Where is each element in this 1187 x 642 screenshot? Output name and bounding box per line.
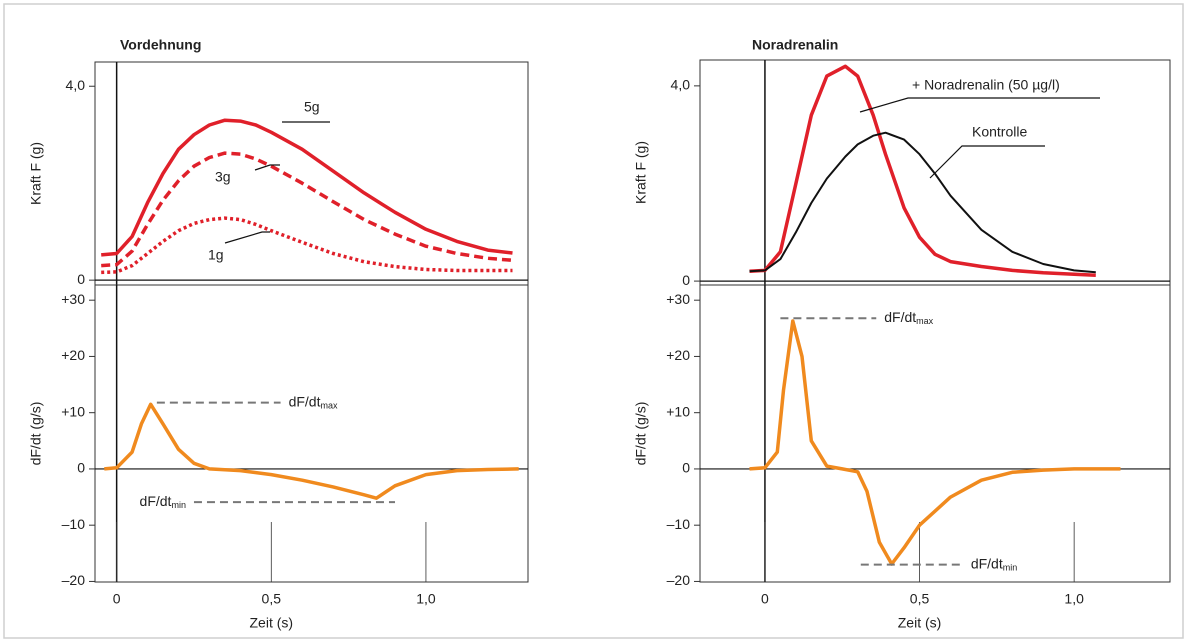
y-tick-label: –10	[62, 516, 86, 532]
chart-title: Vordehnung	[120, 37, 201, 53]
annotation: dF/dtmin	[140, 493, 186, 511]
y-tick-label: 4,0	[671, 77, 691, 93]
y-axis-label: dF/dt (g/s)	[28, 402, 44, 466]
series-label: Kontrolle	[972, 124, 1027, 140]
x-tick-label: 0,5	[262, 591, 282, 607]
y-tick-label: –10	[667, 516, 691, 532]
y-tick-label: –20	[667, 572, 691, 588]
leader-line	[254, 164, 280, 171]
panel: dF/dt (g/s) Zeit (s) +30 +20 +10 0 –10 –20 0 0,5 1…	[633, 284, 1171, 631]
x-tick-label: 0,5	[910, 591, 930, 607]
x-axis-label: Zeit (s)	[898, 615, 942, 631]
data-line	[749, 64, 1096, 277]
y-tick-label: +20	[61, 347, 85, 363]
x-tick-label: 0	[761, 591, 769, 607]
series-label: 3g	[215, 169, 231, 185]
annotation-subscript: max	[320, 401, 338, 411]
annotation-subscript: min	[1003, 563, 1018, 573]
annotation-subscript: max	[916, 317, 934, 327]
series-label: + Noradrenalin (50 µg/l)	[912, 77, 1060, 93]
x-tick-label: 0	[113, 591, 121, 607]
leader-line	[929, 145, 1045, 179]
y-tick-label: –20	[62, 572, 86, 588]
series-label: 1g	[208, 247, 224, 263]
y-tick-label: +10	[666, 403, 690, 419]
plot-frame	[699, 284, 1171, 583]
annotation-label: dF/dt	[140, 493, 172, 509]
plot-frame	[94, 284, 529, 583]
data-line	[749, 131, 1096, 274]
data-line	[101, 118, 513, 257]
annotation: dF/dtmin	[971, 555, 1017, 573]
data-line	[104, 402, 519, 500]
y-tick-label: +30	[666, 291, 690, 307]
panel: Vordehnung Kraft F (g) 0 4,0 5g 3g 1g	[28, 37, 529, 287]
y-tick-label: +10	[61, 403, 85, 419]
x-tick-label: 1,0	[416, 591, 436, 607]
leader-line	[224, 231, 270, 244]
panel: dF/dt (g/s) Zeit (s) +30 +20 +10 0 –10 –20 0 0,5 1…	[28, 284, 529, 631]
y-axis-label: Kraft F (g)	[633, 141, 649, 204]
y-tick-label: 0	[682, 460, 690, 476]
leader-line	[859, 97, 1100, 113]
annotation-label: dF/dt	[289, 393, 321, 409]
data-line	[101, 216, 513, 275]
series-label: 5g	[304, 99, 320, 115]
data-line	[749, 319, 1121, 566]
data-line	[101, 151, 513, 268]
y-tick-label: 0	[682, 272, 690, 288]
x-tick-label: 1,0	[1064, 591, 1084, 607]
annotation: dF/dtmax	[289, 393, 338, 411]
chart-title: Noradrenalin	[752, 37, 838, 53]
y-tick-label: 0	[77, 271, 85, 287]
y-tick-label: +30	[61, 291, 85, 307]
x-axis-label: Zeit (s)	[250, 615, 294, 631]
annotation-label: dF/dt	[884, 309, 916, 325]
y-tick-label: 4,0	[66, 77, 86, 93]
annotation-label: dF/dt	[971, 555, 1003, 571]
y-axis-label: dF/dt (g/s)	[633, 402, 649, 466]
annotation-subscript: min	[171, 501, 186, 511]
annotation: dF/dtmax	[884, 309, 933, 327]
y-tick-label: +20	[666, 347, 690, 363]
y-tick-label: 0	[77, 460, 85, 476]
frame	[3, 3, 1184, 639]
y-axis-label: Kraft F (g)	[28, 142, 44, 205]
